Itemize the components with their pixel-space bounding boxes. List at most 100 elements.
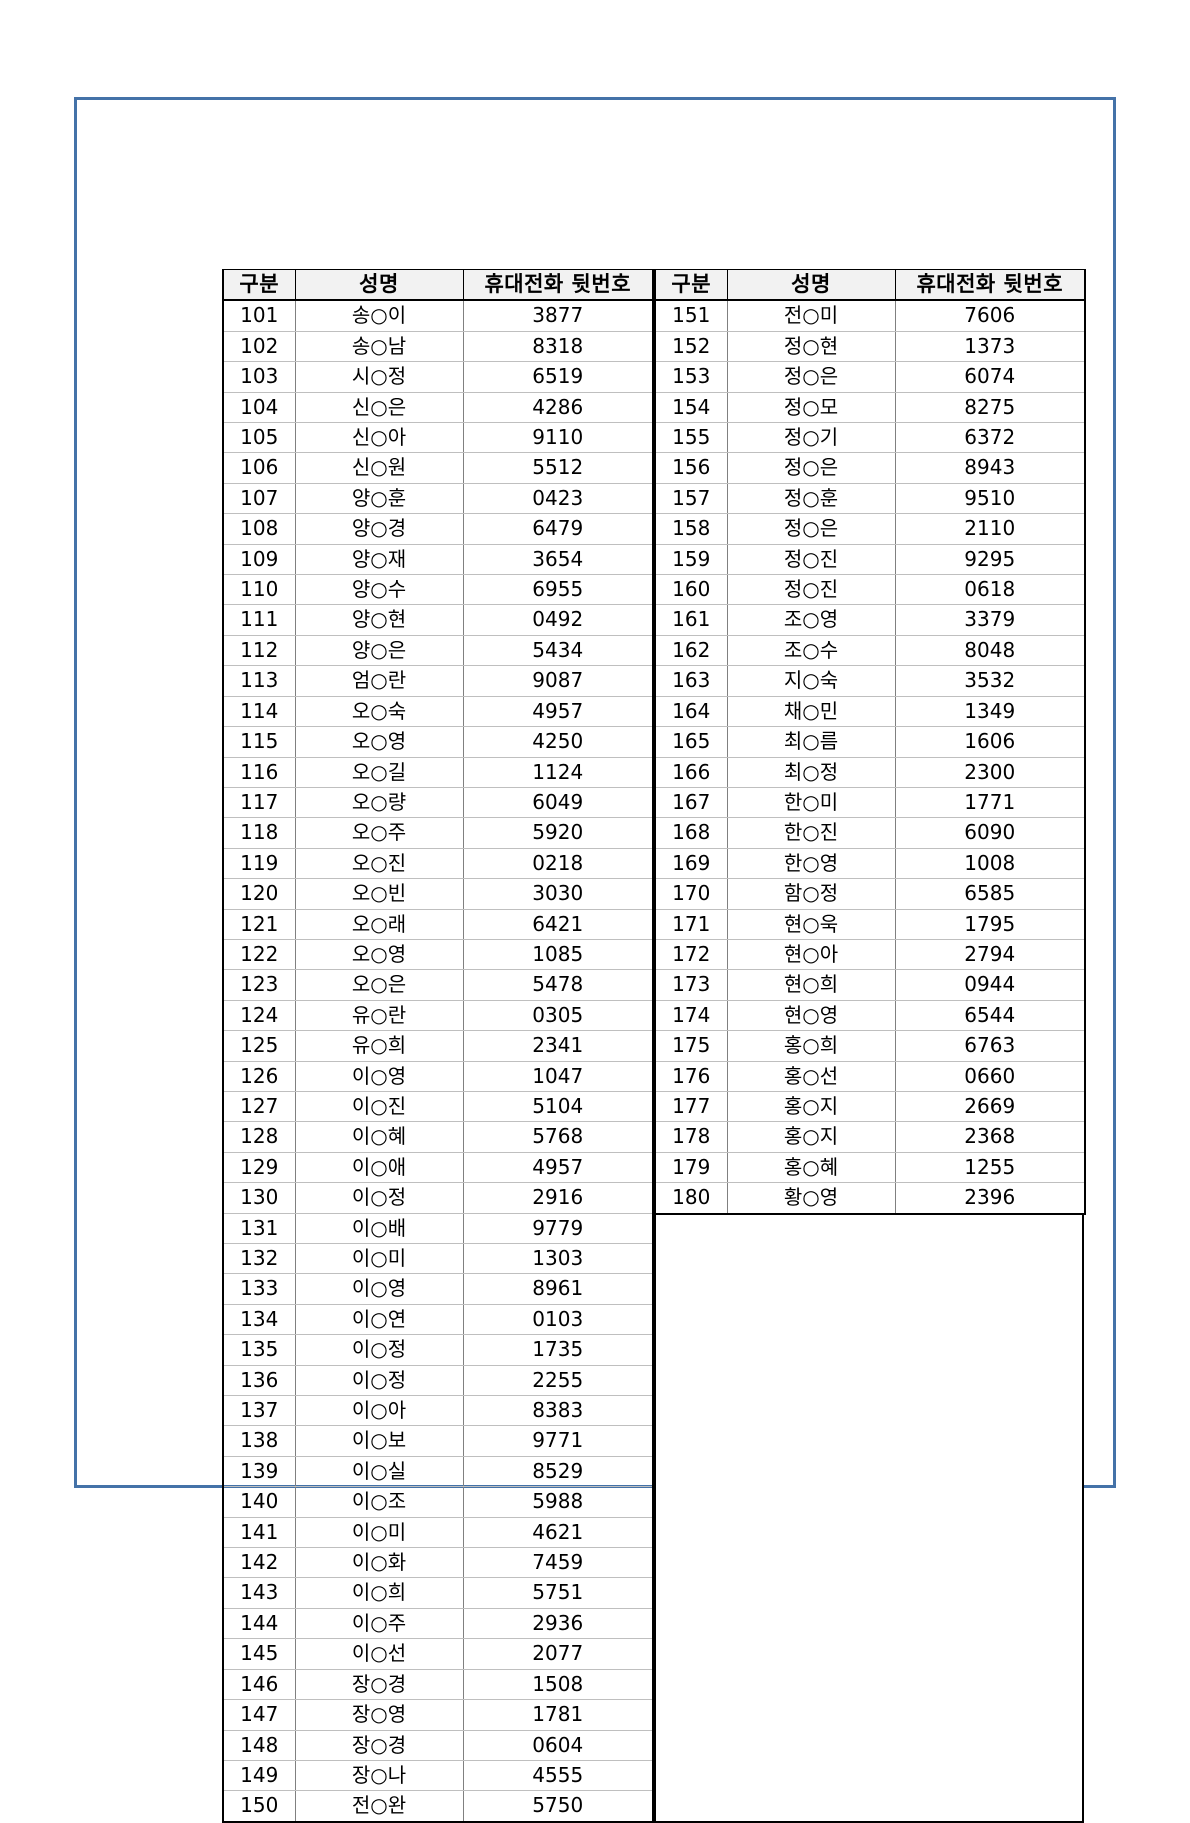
cell-name: 오○숙	[294, 695, 464, 728]
cell-tel: 9510	[894, 482, 1086, 515]
cell-name: 홍○혜	[726, 1151, 896, 1184]
table-row: 134 이○연 0103	[222, 1303, 654, 1336]
cell-name: 한○영	[726, 847, 896, 880]
cell-name: 유○란	[294, 999, 464, 1032]
cell-num: 129	[222, 1151, 296, 1184]
roster-table-left: 구분 성명 휴대전화 뒷번호 101 송○이 3877 102 송○남 8318 103 시○…	[222, 269, 654, 1823]
cell-name: 홍○지	[726, 1121, 896, 1153]
cell-num: 180	[654, 1182, 728, 1215]
cell-num: 120	[222, 878, 296, 910]
cell-name: 이○아	[294, 1395, 464, 1427]
cell-tel: 1781	[462, 1699, 654, 1731]
table-body-right: 151 전○미 7606 152 정○현 1373 153 정○은 6074 154 정○모 8275…	[654, 300, 1086, 1215]
cell-num: 148	[222, 1729, 296, 1761]
cell-name: 이○희	[294, 1577, 464, 1609]
cell-tel: 1085	[462, 938, 654, 971]
cell-num: 133	[222, 1273, 296, 1305]
table-row: 104 신○은 4286	[222, 391, 654, 424]
table-row: 155 정○기 6372	[654, 422, 1086, 454]
table-row: 124 유○란 0305	[222, 999, 654, 1032]
cell-name: 한○미	[726, 786, 896, 819]
cell-tel: 3379	[894, 604, 1086, 636]
cell-name: 신○아	[294, 422, 464, 454]
cell-tel: 8383	[462, 1395, 654, 1427]
cell-tel: 6585	[894, 878, 1086, 910]
table-row: 135 이○정 1735	[222, 1334, 654, 1366]
cell-name: 오○래	[294, 908, 464, 940]
cell-tel: 4957	[462, 695, 654, 728]
cell-num: 121	[222, 908, 296, 940]
cell-name: 정○은	[726, 452, 896, 484]
table-head-right: 구분 성명 휴대전화 뒷번호	[654, 269, 1086, 302]
cell-num: 157	[654, 482, 728, 515]
table-row: 162 조○수 8048	[654, 634, 1086, 667]
cell-name: 전○미	[726, 300, 896, 332]
cell-tel: 4957	[462, 1151, 654, 1184]
cell-name: 채○민	[726, 695, 896, 728]
table-row: 120 오○빈 3030	[222, 878, 654, 910]
cell-name: 이○보	[294, 1425, 464, 1457]
cell-tel: 7606	[894, 300, 1086, 332]
table-row: 156 정○은 8943	[654, 452, 1086, 484]
cell-tel: 0218	[462, 847, 654, 880]
table-row: 132 이○미 1303	[222, 1242, 654, 1275]
table-row: 129 이○애 4957	[222, 1151, 654, 1184]
cell-num: 149	[222, 1759, 296, 1792]
cell-name: 오○량	[294, 786, 464, 819]
cell-tel: 7459	[462, 1547, 654, 1579]
cell-num: 168	[654, 817, 728, 849]
table-row: 157 정○훈 9510	[654, 482, 1086, 515]
cell-name: 이○조	[294, 1486, 464, 1518]
cell-name: 장○경	[294, 1668, 464, 1701]
cell-tel: 3532	[894, 665, 1086, 697]
table-row: 122 오○영 1085	[222, 938, 654, 971]
cell-name: 정○진	[726, 574, 896, 606]
table-row: 110 양○수 6955	[222, 574, 654, 606]
cell-tel: 2077	[462, 1638, 654, 1670]
header-name-left: 성명	[294, 269, 464, 302]
table-row: 164 채○민 1349	[654, 695, 1086, 728]
table-row: 176 홍○선 0660	[654, 1060, 1086, 1092]
cell-num: 177	[654, 1090, 728, 1123]
cell-tel: 6519	[462, 361, 654, 393]
table-row: 172 현○아 2794	[654, 938, 1086, 971]
cell-num: 125	[222, 1030, 296, 1062]
cell-num: 172	[654, 938, 728, 971]
cell-tel: 2110	[894, 513, 1086, 545]
cell-tel: 8961	[462, 1273, 654, 1305]
cell-tel: 3877	[462, 300, 654, 332]
cell-tel: 1008	[894, 847, 1086, 880]
table-row: 136 이○정 2255	[222, 1364, 654, 1397]
cell-num: 123	[222, 969, 296, 1001]
cell-tel: 8318	[462, 330, 654, 363]
cell-num: 175	[654, 1030, 728, 1062]
table-row: 173 현○희 0944	[654, 969, 1086, 1001]
cell-tel: 9771	[462, 1425, 654, 1457]
cell-tel: 5988	[462, 1486, 654, 1518]
cell-tel: 4555	[462, 1759, 654, 1792]
cell-num: 102	[222, 330, 296, 363]
cell-name: 엄○란	[294, 665, 464, 697]
cell-num: 158	[654, 513, 728, 545]
table-row: 107 양○훈 0423	[222, 482, 654, 515]
cell-name: 홍○선	[726, 1060, 896, 1092]
cell-num: 101	[222, 300, 296, 332]
table-row: 175 홍○희 6763	[654, 1030, 1086, 1062]
cell-name: 양○훈	[294, 482, 464, 515]
cell-num: 167	[654, 786, 728, 819]
cell-num: 169	[654, 847, 728, 880]
cell-tel: 6421	[462, 908, 654, 940]
table-row: 159 정○진 9295	[654, 543, 1086, 576]
cell-num: 118	[222, 817, 296, 849]
table-row: 145 이○선 2077	[222, 1638, 654, 1670]
cell-name: 지○숙	[726, 665, 896, 697]
table-row: 123 오○은 5478	[222, 969, 654, 1001]
cell-num: 146	[222, 1668, 296, 1701]
cell-tel: 6479	[462, 513, 654, 545]
table-row: 117 오○량 6049	[222, 786, 654, 819]
cell-num: 128	[222, 1121, 296, 1153]
cell-num: 179	[654, 1151, 728, 1184]
cell-num: 171	[654, 908, 728, 940]
cell-num: 144	[222, 1607, 296, 1640]
table-row: 163 지○숙 3532	[654, 665, 1086, 697]
